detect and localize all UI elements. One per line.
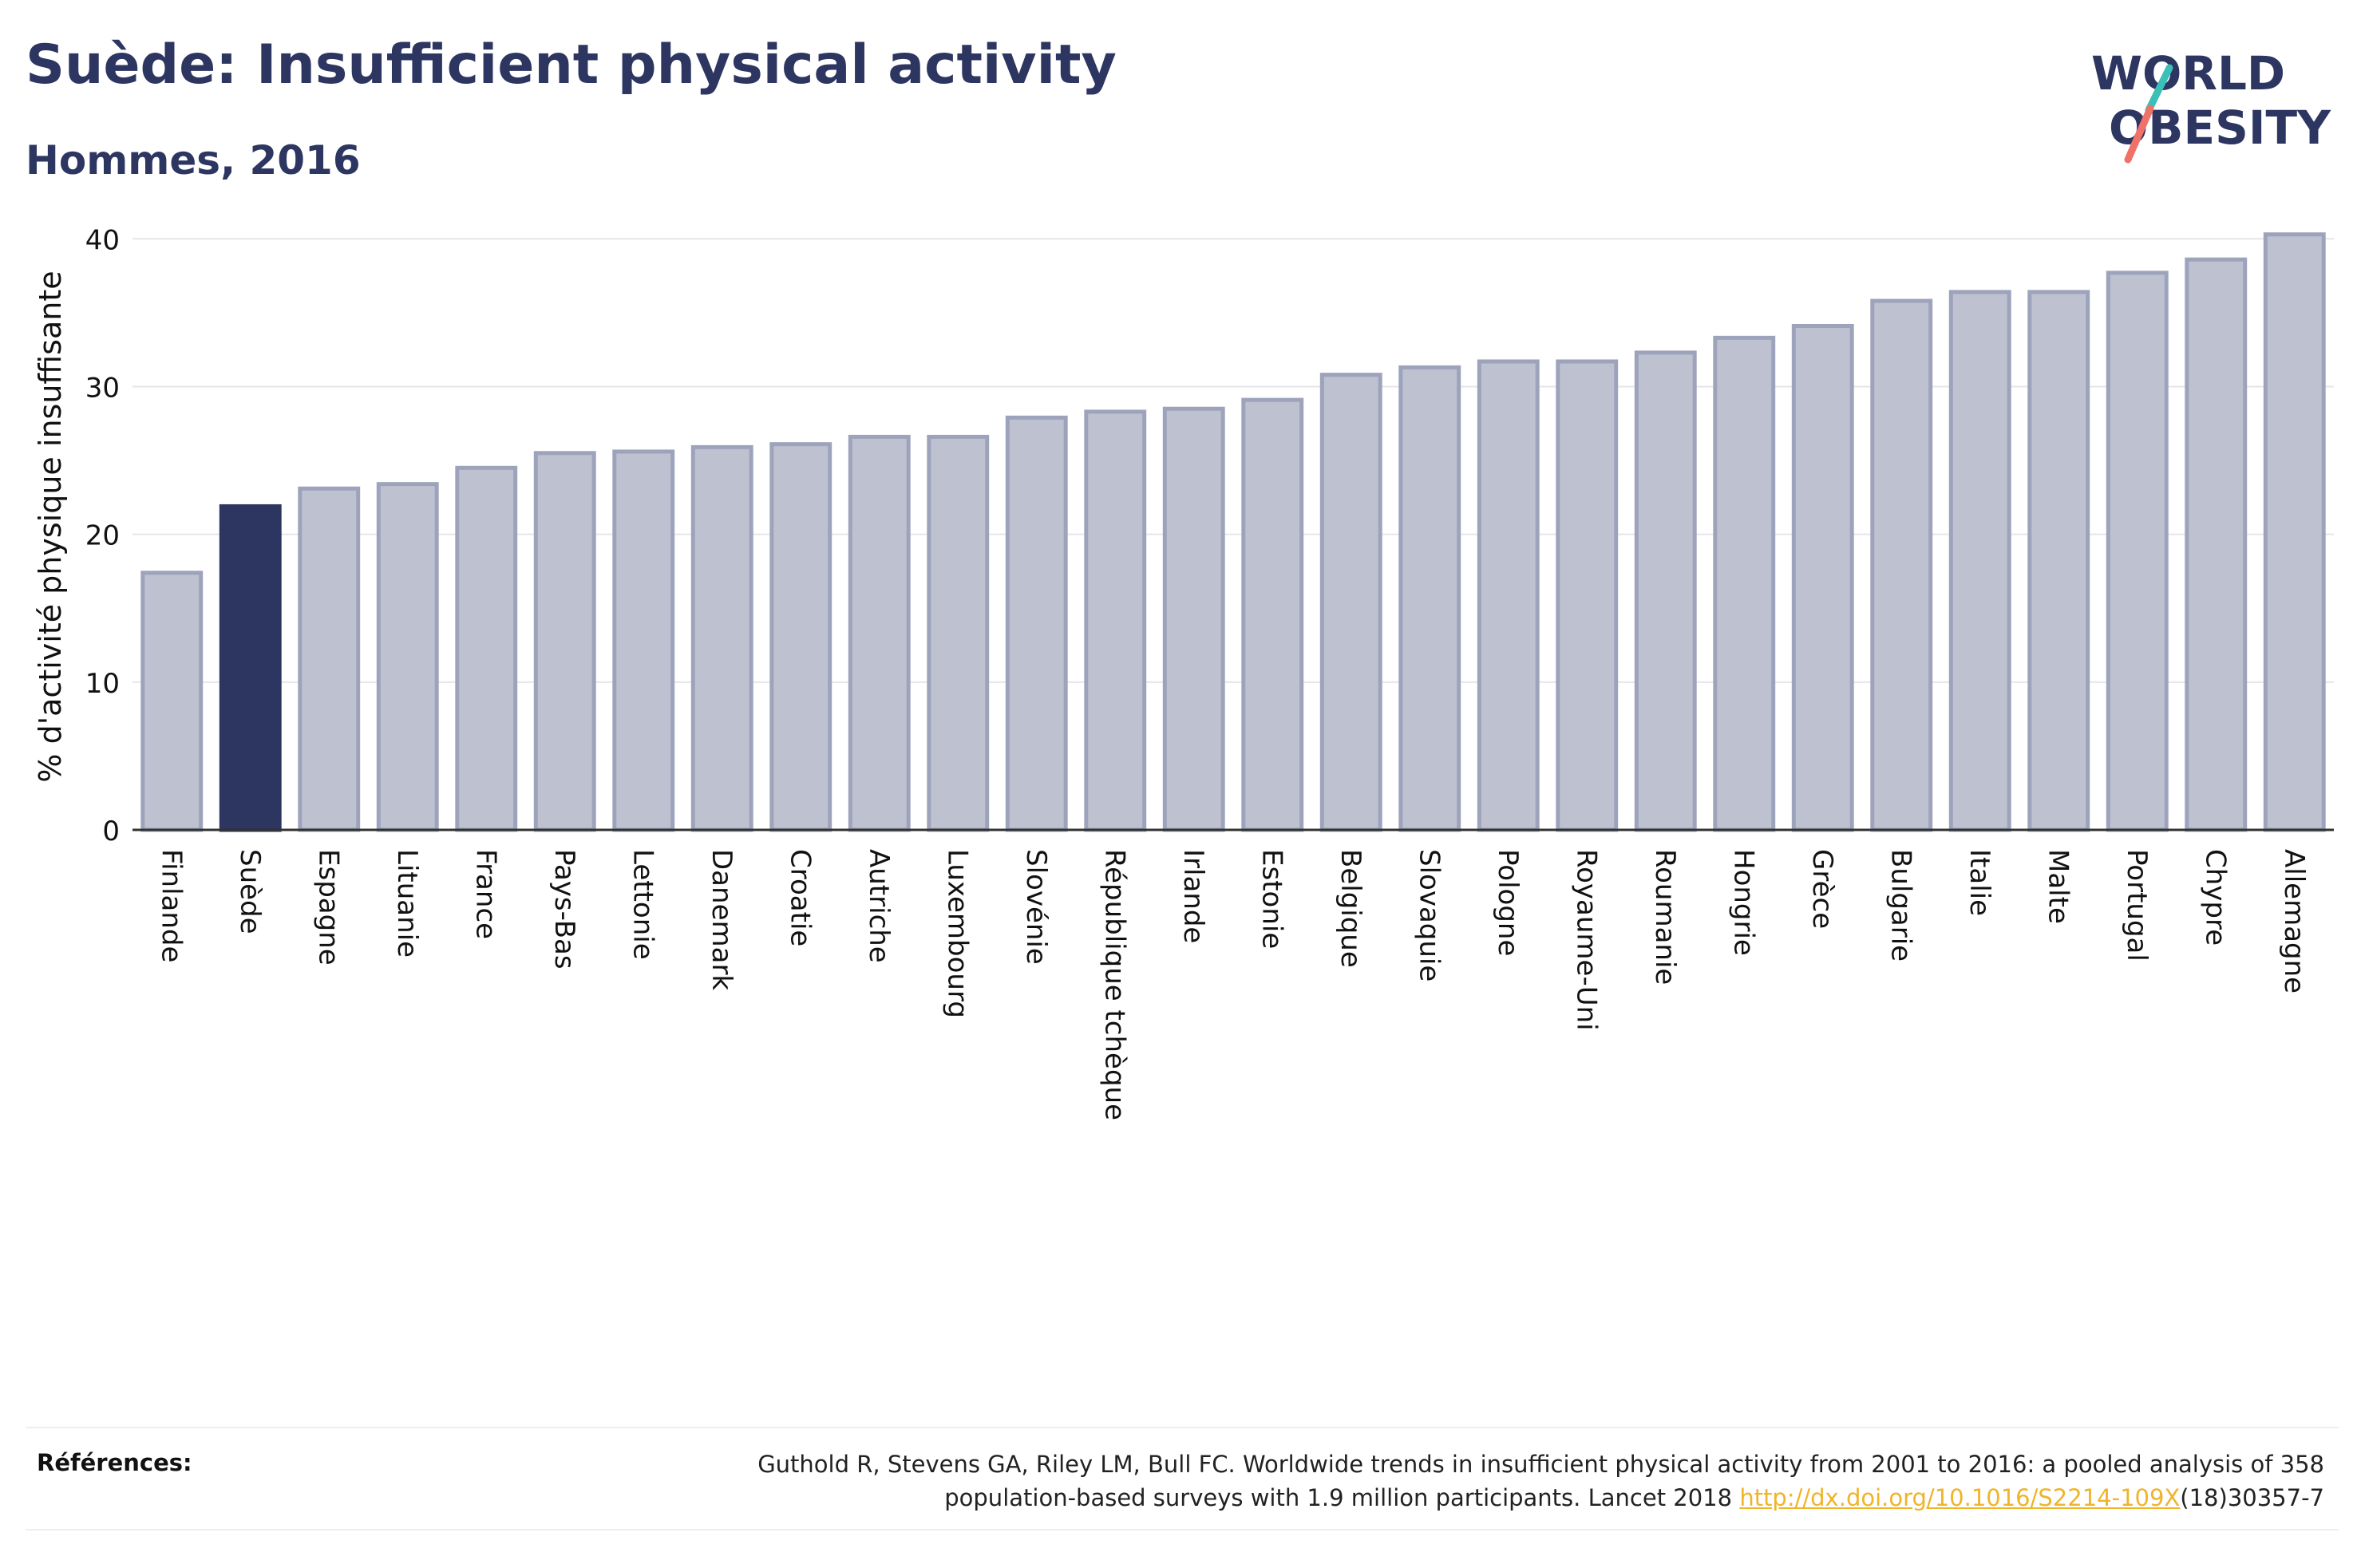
bar-finlande[interactable] — [140, 571, 204, 832]
bar-portugal[interactable] — [2106, 271, 2169, 832]
bar-italie[interactable] — [1948, 290, 2011, 832]
bar-bulgarie[interactable] — [1870, 298, 1933, 832]
reference-line1: Guthold R, Stevens GA, Riley LM, Bull FC… — [757, 1451, 2324, 1478]
bar-chart: 0 10 20 30 40 Finlande Suède Espagne Lituanie Fra… — [33, 224, 2334, 1120]
x-tick-label: Bulgarie — [1884, 849, 1916, 962]
x-tick-label: France — [469, 849, 501, 939]
bar-slov-nie[interactable] — [1005, 415, 1068, 832]
x-tick-label: Lettonie — [627, 849, 658, 960]
bar-hongrie[interactable] — [1713, 335, 1776, 832]
bar-france[interactable] — [455, 465, 518, 832]
x-tick-label: Slovénie — [1020, 849, 1052, 965]
x-tick-label: Autriche — [863, 849, 895, 963]
bar-lituanie[interactable] — [376, 482, 439, 832]
x-tick-label: Pologne — [1492, 849, 1524, 956]
bar-r-publique-tch-que[interactable] — [1084, 409, 1147, 832]
bar-pologne[interactable] — [1477, 359, 1540, 832]
bar-malte[interactable] — [2027, 290, 2090, 832]
x-tick-label: Grèce — [1806, 849, 1838, 929]
bar-estonie[interactable] — [1241, 397, 1304, 832]
bar-pays-bas[interactable] — [533, 451, 596, 832]
x-tick-label: Portugal — [2121, 849, 2153, 962]
x-tick-label: Croatie — [784, 849, 816, 946]
references-label: Références: — [37, 1449, 192, 1476]
bar-su-de[interactable] — [219, 504, 282, 832]
bar-espagne[interactable] — [298, 486, 361, 832]
x-tick-label: Pays-Bas — [548, 849, 580, 970]
logo-slash-coral — [2124, 105, 2154, 164]
bar-chypre[interactable] — [2185, 257, 2248, 832]
bar-luxembourg[interactable] — [927, 434, 990, 832]
x-tick-label: Luxembourg — [941, 849, 973, 1018]
axes: 0 10 20 30 40 Finlande Suède Espagne Lituanie Fra… — [85, 224, 2334, 1120]
x-tick-label: Chypre — [2199, 849, 2231, 946]
bar-irlande[interactable] — [1162, 406, 1225, 832]
y-tick-label: 30 — [85, 372, 120, 404]
reference-doi-link[interactable]: http://dx.doi.org/10.1016/S2214-109X — [1739, 1484, 2181, 1511]
bar-danemark[interactable] — [690, 444, 753, 832]
reference-line2-suffix: (18)30357-7 — [2180, 1484, 2324, 1511]
bar-gr-ce[interactable] — [1791, 324, 1854, 832]
x-tick-label: Belgique — [1335, 849, 1366, 968]
x-tick-label: Lituanie — [391, 849, 423, 958]
x-tick-label: Royaume-Uni — [1570, 849, 1602, 1031]
bar-belgique[interactable] — [1319, 373, 1382, 832]
x-tick-label: Allemagne — [2278, 849, 2310, 993]
bar-autriche[interactable] — [848, 434, 911, 832]
logo-slash-teal — [2145, 64, 2173, 114]
world-obesity-logo: WORLD OBESITY — [2091, 46, 2331, 164]
bar-royaume-uni[interactable] — [1556, 359, 1619, 832]
chart-subtitle: Hommes, 2016 — [26, 137, 361, 184]
bar-allemagne[interactable] — [2263, 232, 2326, 832]
references-text: Guthold R, Stevens GA, Riley LM, Bull FC… — [488, 1448, 2324, 1515]
logo-line1: WORLD — [2091, 46, 2285, 101]
bar-lettonie[interactable] — [612, 449, 675, 832]
x-tick-label: Malte — [2042, 849, 2074, 924]
x-tick-label: Slovaquie — [1413, 849, 1445, 981]
x-tick-label: Roumanie — [1649, 849, 1681, 985]
y-tick-label: 20 — [85, 520, 120, 552]
x-tick-label: Italie — [1964, 849, 1995, 916]
x-tick-label: Hongrie — [1727, 849, 1759, 956]
bar-croatie[interactable] — [769, 442, 832, 832]
bar-roumanie[interactable] — [1634, 350, 1697, 832]
x-tick-label: Finlande — [155, 849, 187, 962]
references-section: Références: Guthold R, Stevens GA, Riley… — [26, 1427, 2339, 1530]
y-tick-label: 0 — [102, 816, 120, 847]
x-tick-label: Irlande — [1177, 849, 1209, 943]
reference-line2: population-based surveys with 1.9 millio… — [944, 1484, 1740, 1511]
bars — [140, 232, 2326, 832]
x-tick-label: Estonie — [1256, 849, 1287, 949]
y-axis-label: % d'activité physique insuffisante — [33, 271, 68, 782]
x-tick-label: Danemark — [706, 849, 738, 990]
x-tick-label: Espagne — [312, 849, 344, 966]
bar-slovaquie[interactable] — [1398, 365, 1461, 832]
y-tick-label: 10 — [85, 668, 120, 700]
y-tick-label: 40 — [85, 224, 120, 256]
x-tick-label: République tchèque — [1098, 849, 1130, 1120]
x-tick-label: Suède — [234, 849, 266, 934]
chart-title: Suède: Insufficient physical activity — [26, 34, 1117, 97]
